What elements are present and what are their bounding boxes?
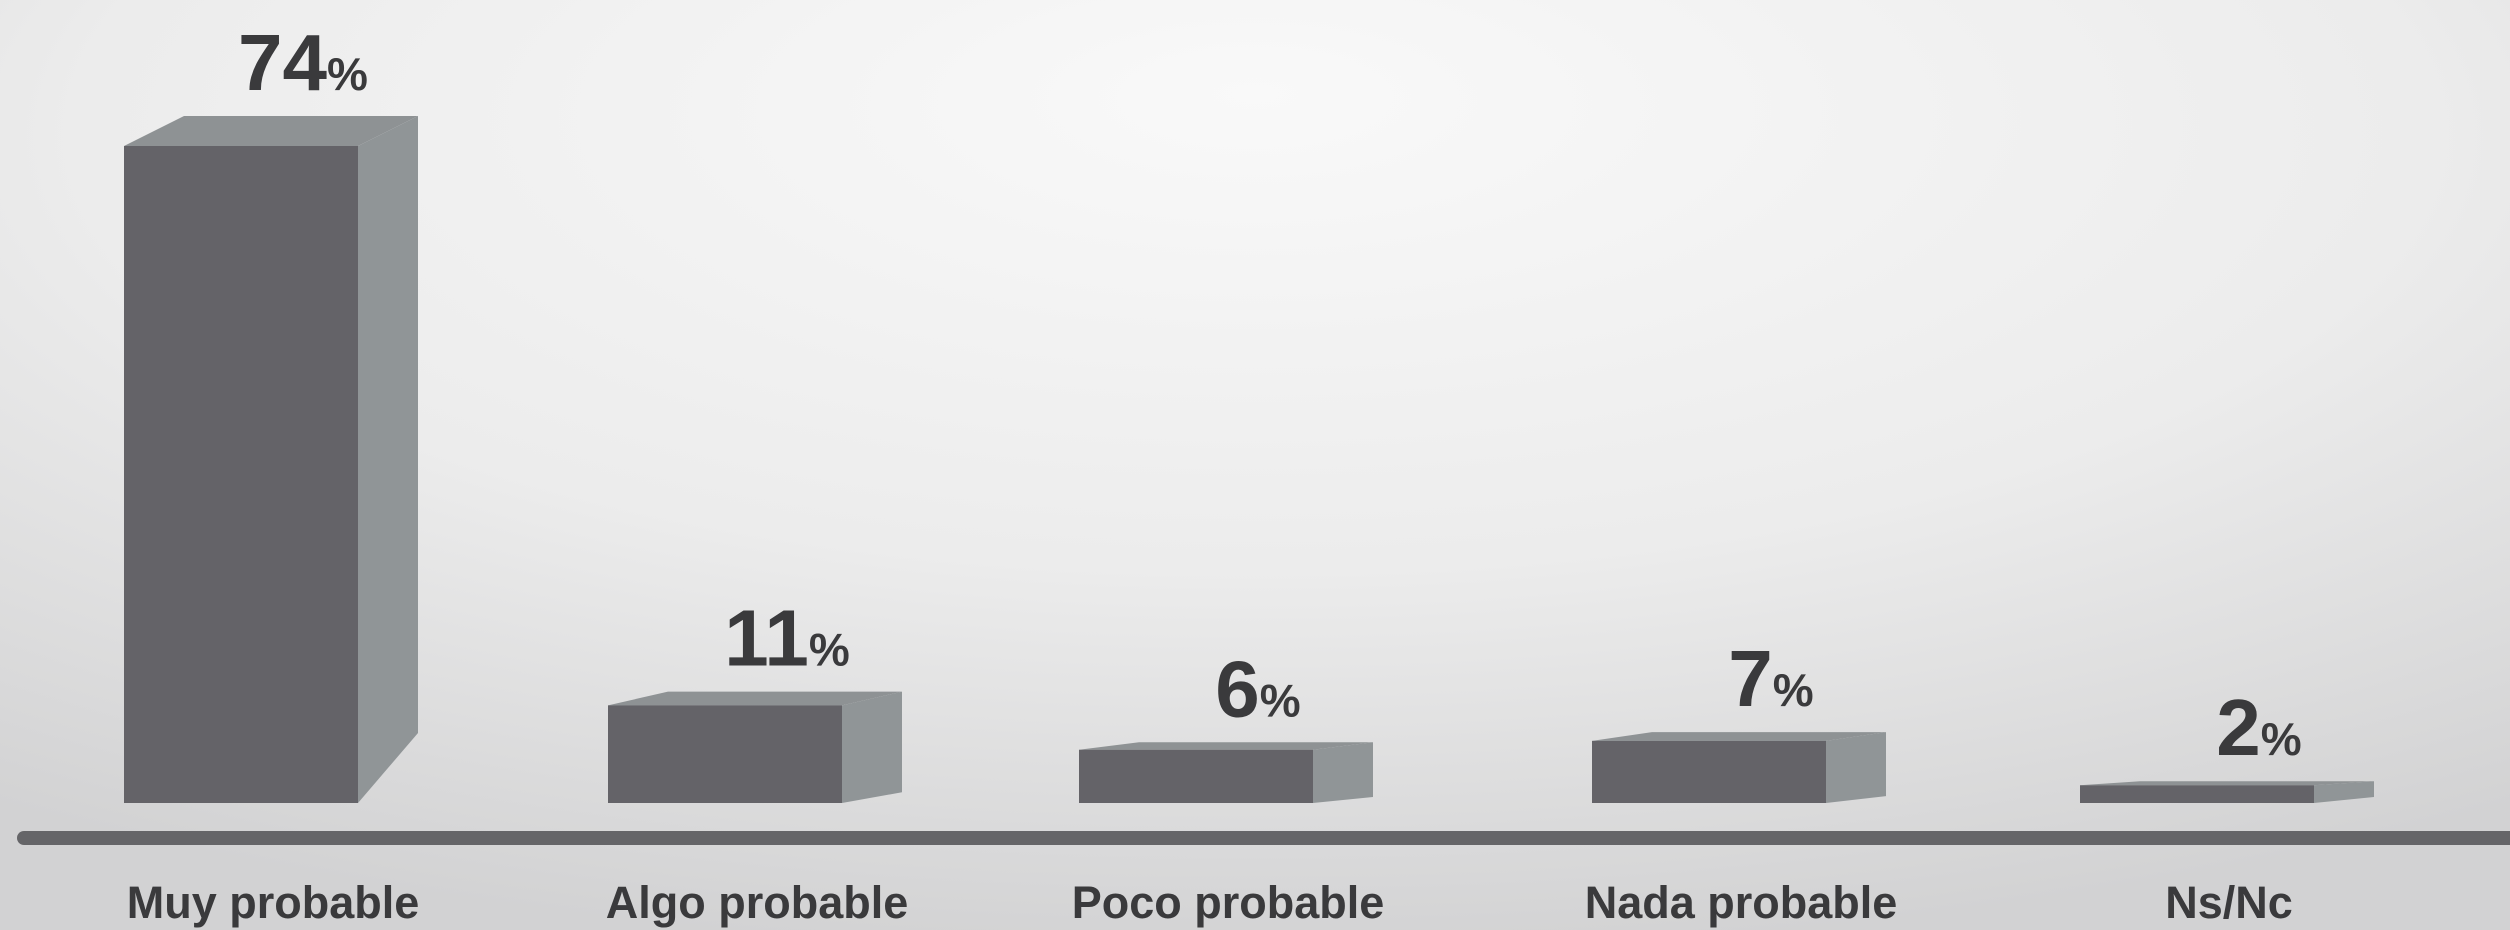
- bar-top-face: [2080, 781, 2374, 786]
- data-label-unit: %: [1773, 664, 1814, 716]
- bar-top-face: [608, 691, 902, 706]
- bar: [608, 705, 842, 803]
- data-label: 6%: [1215, 644, 1300, 733]
- x-tick-label: Ns/Nc: [2165, 877, 2293, 928]
- data-label-unit: %: [1260, 674, 1301, 726]
- data-label-value: 7: [1728, 634, 1773, 723]
- bar-side-face: [358, 116, 418, 803]
- bar-top-face: [1079, 742, 1373, 750]
- data-label-unit: %: [809, 624, 850, 676]
- data-label: 11%: [724, 594, 849, 683]
- bar-side-face: [1826, 732, 1886, 803]
- x-tick-label: Poco probable: [1072, 877, 1385, 928]
- bar-side-face: [842, 691, 902, 803]
- data-label-value: 11: [724, 594, 809, 683]
- data-label-value: 6: [1215, 644, 1260, 733]
- bar-group: [608, 691, 902, 803]
- bar-group: [1592, 732, 1886, 803]
- x-tick-label: Nada probable: [1585, 877, 1898, 928]
- bar: [2080, 785, 2314, 803]
- data-label: 2%: [2216, 683, 2301, 772]
- bar-side-face: [2314, 781, 2374, 803]
- bar-top-face: [1592, 732, 1886, 741]
- data-label: 7%: [1728, 634, 1813, 723]
- bar-group: [1079, 742, 1373, 803]
- bar: [124, 146, 358, 803]
- bar: [1079, 749, 1313, 803]
- x-tick-label: Muy probable: [127, 877, 420, 928]
- bar-group: [2080, 781, 2374, 803]
- data-label-value: 2: [2216, 683, 2261, 772]
- data-label-unit: %: [2261, 713, 2302, 765]
- bars-layer: [124, 116, 2374, 803]
- data-label-unit: %: [327, 48, 368, 100]
- data-label-value: 74: [238, 18, 327, 107]
- data-label: 74%: [238, 18, 368, 107]
- x-tick-label: Algo probable: [606, 877, 909, 928]
- bar-top-face: [124, 116, 418, 146]
- bar-group: [124, 116, 418, 803]
- bar-side-face: [1313, 742, 1373, 803]
- labels-layer: 74% Muy probable 11% Algo probable 6% Poco pr…: [127, 18, 2302, 928]
- bar: [1592, 740, 1826, 803]
